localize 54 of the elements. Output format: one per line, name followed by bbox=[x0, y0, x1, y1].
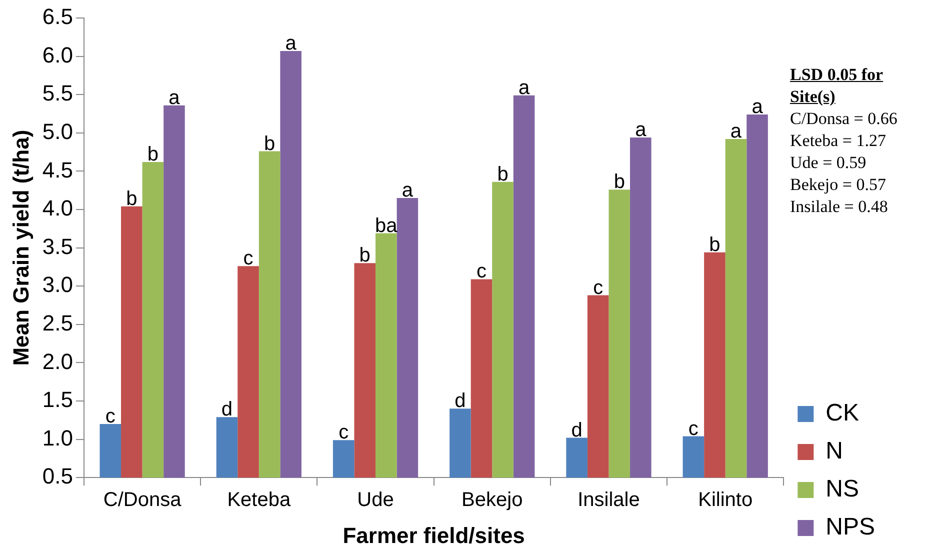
y-tick-label: 3.0 bbox=[42, 272, 73, 298]
y-tick-label: 5.0 bbox=[42, 118, 73, 144]
data-label: c bbox=[593, 276, 604, 299]
legend-label: NPS bbox=[826, 514, 876, 541]
text: Ude = 0.59 bbox=[790, 152, 868, 174]
data-label: a bbox=[402, 180, 414, 202]
data-label: d bbox=[571, 419, 582, 442]
text: C/Donsa = 0.66 bbox=[790, 108, 898, 130]
data-label: a bbox=[635, 119, 648, 142]
data-label: a bbox=[518, 76, 530, 99]
x-tick-label: C/Donsa bbox=[103, 489, 182, 512]
data-label: d bbox=[454, 390, 466, 412]
y-tick-label: 4.5 bbox=[42, 157, 73, 182]
x-tick-label: Keteba bbox=[227, 489, 292, 512]
data-label: a bbox=[285, 32, 298, 54]
text: LSD 0.05 for Site(s) bbox=[790, 64, 884, 108]
data-label: a bbox=[168, 86, 181, 109]
y-tick-label: 6.5 bbox=[42, 4, 73, 30]
text: Keteba = 1.27 bbox=[790, 130, 887, 152]
text: Bekejo = 0.57 bbox=[790, 174, 887, 196]
data-label: b bbox=[497, 163, 508, 186]
data-label: b bbox=[359, 244, 370, 267]
x-tick-label: Ude bbox=[357, 489, 394, 512]
legend-label: CK bbox=[826, 400, 859, 427]
data-label: a bbox=[752, 96, 764, 118]
y-tick-label: 5.5 bbox=[42, 80, 73, 106]
y-tick-label: 3.5 bbox=[42, 234, 73, 259]
data-label: c bbox=[476, 260, 486, 283]
data-label: c bbox=[243, 248, 254, 270]
legend-label: NS bbox=[826, 476, 859, 503]
x-tick-label: Kilinto bbox=[698, 489, 753, 512]
y-tick-label: 0.5 bbox=[42, 464, 73, 489]
data-label: c bbox=[688, 418, 698, 440]
data-label: b bbox=[264, 132, 276, 155]
x-tick-label: Insilale bbox=[578, 489, 640, 512]
x-axis-title: Farmer field/sites bbox=[342, 522, 525, 548]
x-tick-label: Bekejo bbox=[462, 489, 523, 512]
data-label: b bbox=[614, 171, 625, 194]
y-axis-title: Mean Grain yield (t/ha) bbox=[8, 130, 34, 366]
data-label: d bbox=[221, 398, 233, 421]
y-tick-label: 2.0 bbox=[42, 348, 73, 374]
y-tick-label: 4.0 bbox=[42, 196, 73, 221]
y-tick-label: 1.5 bbox=[42, 387, 73, 412]
data-label: c bbox=[338, 422, 349, 444]
text: Insilale = 0.48 bbox=[790, 196, 889, 218]
legend-label: N bbox=[826, 438, 843, 465]
y-tick-label: 2.5 bbox=[42, 310, 73, 336]
data-label: a bbox=[730, 120, 742, 143]
y-tick-label: 6.0 bbox=[42, 42, 73, 68]
data-label: b bbox=[147, 144, 158, 166]
data-label: b bbox=[709, 234, 720, 256]
data-label: c bbox=[105, 405, 116, 428]
y-tick-label: 1.0 bbox=[42, 425, 73, 450]
data-label: b bbox=[126, 188, 138, 210]
